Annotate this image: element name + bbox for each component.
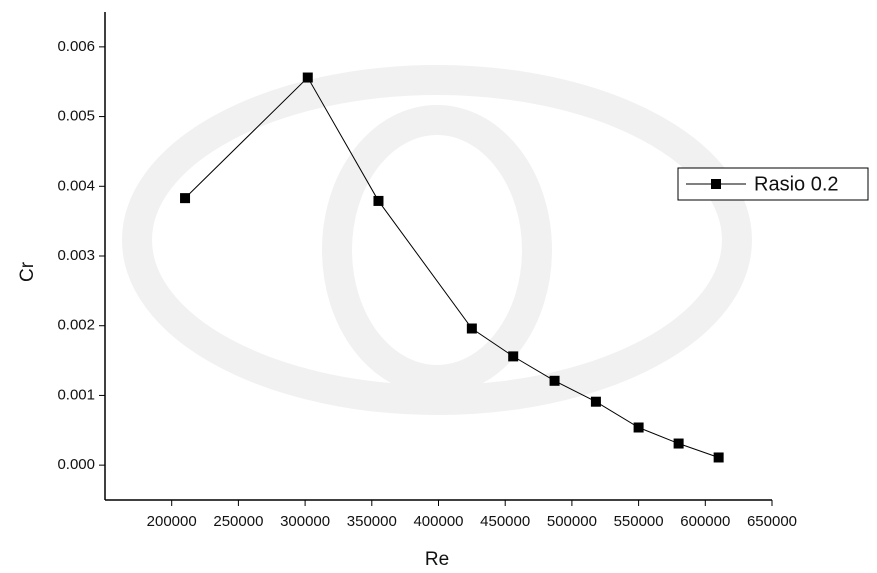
y-tick-label: 0.006 bbox=[57, 38, 95, 55]
x-tick-label: 550000 bbox=[614, 513, 664, 530]
y-tick-label: 0.005 bbox=[57, 108, 95, 125]
y-axis-title: Cr bbox=[17, 261, 38, 282]
x-tick-label: 400000 bbox=[413, 513, 463, 530]
y-tick-label: 0.001 bbox=[57, 386, 95, 403]
data-point bbox=[591, 397, 601, 407]
y-tick-label: 0.002 bbox=[57, 317, 95, 334]
data-point bbox=[508, 351, 518, 361]
data-point bbox=[467, 324, 477, 334]
y-tick-label: 0.000 bbox=[57, 456, 95, 473]
data-point bbox=[550, 376, 560, 386]
y-tick-label: 0.004 bbox=[57, 177, 95, 194]
x-tick-label: 350000 bbox=[347, 513, 397, 530]
data-point bbox=[180, 193, 190, 203]
data-point bbox=[373, 196, 383, 206]
x-tick-label: 450000 bbox=[480, 513, 530, 530]
data-point bbox=[303, 73, 313, 83]
chart: Re Cr 0.000 0.001 0.002 0.003 0.004 0.005 0.00… bbox=[0, 0, 877, 573]
legend-label: Rasio 0.2 bbox=[754, 173, 839, 195]
data-point bbox=[714, 452, 724, 462]
data-point bbox=[634, 422, 644, 432]
x-axis-title: Re bbox=[425, 549, 449, 570]
x-tick-label: 500000 bbox=[547, 513, 597, 530]
watermark bbox=[137, 80, 737, 400]
data-point bbox=[674, 439, 684, 449]
x-tick-label: 200000 bbox=[147, 513, 197, 530]
x-tick-label: 300000 bbox=[280, 513, 330, 530]
legend-marker bbox=[711, 179, 721, 189]
x-tick-label: 600000 bbox=[680, 513, 730, 530]
y-tick-label: 0.003 bbox=[57, 247, 95, 264]
x-tick-label: 250000 bbox=[213, 513, 263, 530]
x-tick-label: 650000 bbox=[747, 513, 797, 530]
